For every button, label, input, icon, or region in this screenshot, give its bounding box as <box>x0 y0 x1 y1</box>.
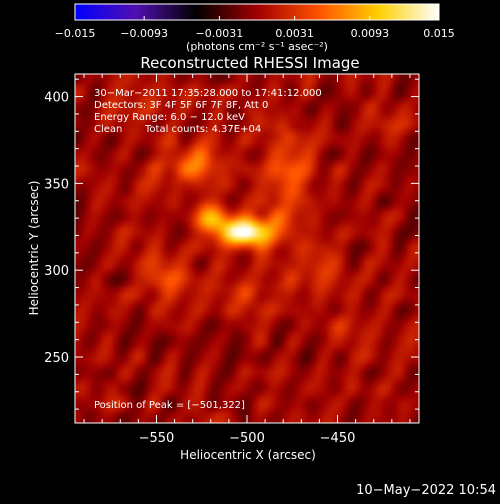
colorbar-tick-label: −0.0031 <box>196 27 244 40</box>
energy-range-text: Energy Range: 6.0 − 12.0 keV <box>94 112 245 123</box>
colorbar-ticks: −0.015 −0.0093 −0.0031 0.0031 0.0093 0.015 <box>55 16 455 40</box>
y-tick-label: 400 <box>44 91 69 106</box>
colorbar <box>74 3 440 21</box>
colorbar-unit-label: (photons cm⁻² s⁻¹ asec⁻²) <box>186 40 328 53</box>
total-counts-text: Total counts: 4.37E+04 <box>144 124 261 135</box>
y-axis-label: Heliocentric Y (arcsec) <box>27 181 41 316</box>
colorbar-tick-label: −0.0093 <box>120 27 168 40</box>
y-tick-label: 250 <box>44 351 69 366</box>
footer-date: 10−May−2022 10:54 <box>356 483 496 498</box>
x-tick-label: −550 <box>139 431 175 446</box>
colorbar-tick-label: 0.015 <box>423 27 455 40</box>
colorbar-tick-label: 0.0093 <box>351 27 390 40</box>
detectors-text: Detectors: 3F 4F 5F 6F 7F 8F, Att 0 <box>94 100 268 111</box>
time-range-text: 30−Mar−2011 17:35:28.000 to 17:41:12.000 <box>94 88 322 99</box>
x-axis-label: Heliocentric X (arcsec) <box>180 448 316 462</box>
y-axis-ticks: 250 300 350 400 <box>44 78 419 410</box>
y-tick-label: 350 <box>44 177 69 192</box>
x-axis-ticks: −550 −500 −450 <box>83 74 411 446</box>
y-tick-label: 300 <box>44 264 69 279</box>
colorbar-tick-label: 0.0031 <box>275 27 314 40</box>
x-tick-label: −500 <box>229 431 265 446</box>
colorbar-tick-label: −0.015 <box>55 27 96 40</box>
x-tick-label: −450 <box>320 431 356 446</box>
chart-title: Reconstructed RHESSI Image <box>140 54 359 72</box>
heatmap-image <box>75 74 419 423</box>
plot-area <box>74 73 420 424</box>
method-text: Clean <box>94 124 122 135</box>
info-annotations: 30−Mar−2011 17:35:28.000 to 17:41:12.000… <box>94 88 322 411</box>
peak-position-text: Position of Peak = [−501,322] <box>94 400 245 411</box>
